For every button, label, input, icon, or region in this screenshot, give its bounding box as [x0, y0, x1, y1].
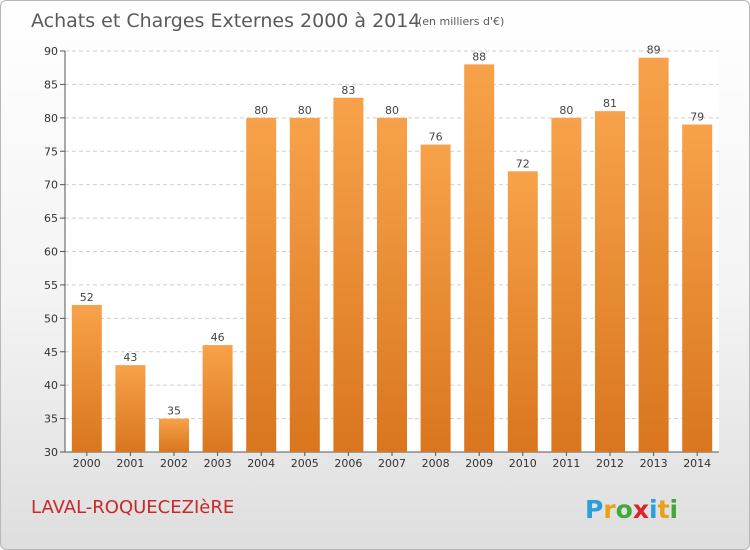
y-tick-label: 90 — [44, 45, 58, 58]
y-tick-label: 35 — [44, 413, 58, 426]
logo-letter: o — [616, 495, 633, 524]
x-tick-label: 2010 — [509, 457, 537, 470]
chart-subtitle: (en milliers d'€) — [418, 15, 504, 28]
bars — [71, 57, 713, 453]
bar-2006 — [333, 97, 364, 453]
data-labels: 52 43 35 46 80 80 83 80 76 88 72 80 81 89 79 — [80, 44, 704, 418]
y-tick-label: 30 — [44, 446, 58, 459]
bar-2003 — [202, 345, 233, 452]
x-tick-label: 2008 — [422, 457, 450, 470]
bar-2012 — [595, 111, 625, 453]
data-label: 79 — [690, 111, 704, 124]
bar-2000 — [71, 304, 102, 452]
y-tick-label: 40 — [44, 379, 58, 392]
bar-2002 — [159, 418, 189, 452]
chart-title: Achats et Charges Externes 2000 à 2014 — [31, 10, 420, 32]
y-tick-label: 80 — [44, 112, 58, 125]
bar-2011 — [551, 117, 582, 452]
data-label: 89 — [647, 44, 661, 57]
commune-name: LAVAL-ROQUECEZIèRE — [31, 497, 234, 518]
bar-2009 — [464, 64, 495, 452]
bar-2005 — [289, 117, 320, 452]
x-tick-label: 2012 — [596, 457, 624, 470]
y-tick-label: 55 — [44, 279, 58, 292]
y-tick-label: 85 — [44, 78, 58, 91]
bar-2001 — [115, 365, 146, 452]
logo-letter: i — [649, 495, 658, 524]
data-label: 88 — [472, 50, 486, 63]
logo-letter: i — [670, 495, 679, 524]
x-tick-label: 2013 — [640, 457, 668, 470]
data-label: 80 — [559, 104, 573, 117]
data-label: 52 — [80, 291, 94, 304]
tick-labels: 30 35 40 45 50 55 60 65 70 75 80 85 90 2000 2001 2002 20… — [44, 45, 711, 470]
x-tick-label: 2003 — [204, 457, 232, 470]
logo-letter: r — [603, 495, 616, 524]
bar-2014 — [682, 124, 713, 453]
y-tick-label: 45 — [44, 346, 58, 359]
proxiti-logo: Proxiti — [585, 495, 678, 524]
data-label: 80 — [254, 104, 268, 117]
y-tick-label: 60 — [44, 246, 58, 259]
x-tick-label: 2014 — [683, 457, 711, 470]
bar-2013 — [638, 57, 669, 452]
x-tick-label: 2005 — [291, 457, 319, 470]
data-label: 72 — [516, 157, 530, 170]
x-tick-label: 2001 — [116, 457, 144, 470]
bar-2010 — [507, 171, 538, 453]
y-tick-label: 65 — [44, 212, 58, 225]
x-tick-label: 2004 — [247, 457, 275, 470]
data-label: 46 — [211, 331, 225, 344]
data-label: 81 — [603, 97, 617, 110]
x-tick-label: 2011 — [552, 457, 580, 470]
y-tick-label: 70 — [44, 179, 58, 192]
x-tick-label: 2009 — [465, 457, 493, 470]
data-label: 83 — [341, 84, 355, 97]
logo-letter: t — [658, 495, 670, 524]
y-tick-label: 50 — [44, 312, 58, 325]
data-label: 76 — [429, 131, 443, 144]
x-tick-label: 2000 — [73, 457, 101, 470]
logo-letter: P — [585, 495, 603, 524]
bar-2008 — [420, 144, 451, 453]
bar-2004 — [246, 117, 277, 452]
x-tick-label: 2002 — [160, 457, 188, 470]
y-tick-label: 75 — [44, 145, 58, 158]
data-label: 80 — [298, 104, 312, 117]
data-label: 43 — [123, 351, 137, 364]
data-label: 35 — [167, 405, 181, 418]
logo-letter: x — [633, 495, 649, 524]
x-tick-label: 2006 — [334, 457, 362, 470]
x-tick-label: 2007 — [378, 457, 406, 470]
data-label: 80 — [385, 104, 399, 117]
bar-2007 — [377, 117, 407, 452]
